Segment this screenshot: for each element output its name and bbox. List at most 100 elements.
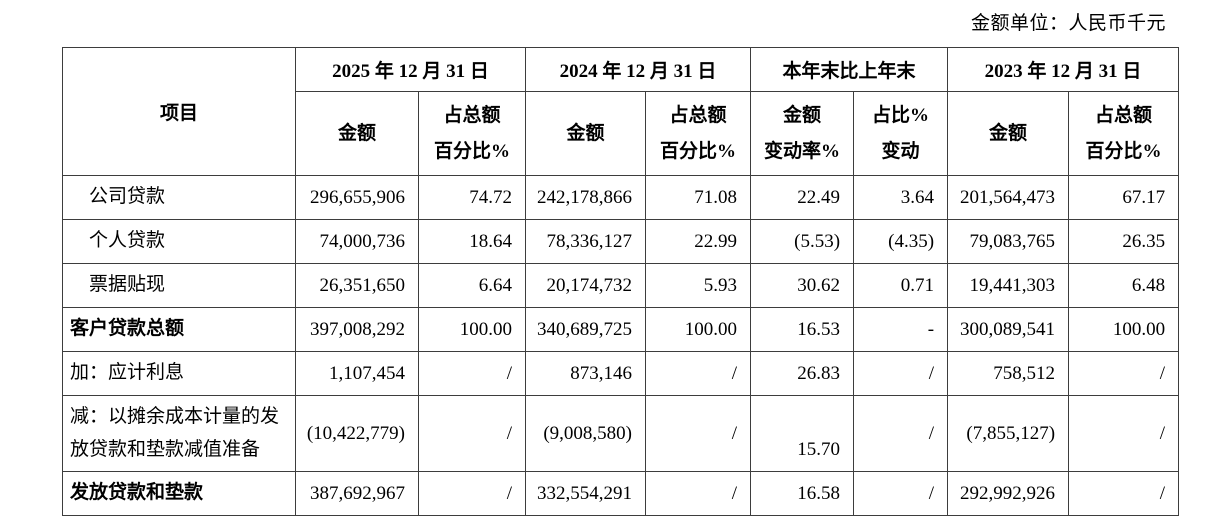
header-line: 金额 <box>566 122 605 144</box>
value-cell: 242,178,866 <box>525 175 647 220</box>
subcol-header-amount-2025: 金额 <box>295 91 419 176</box>
subcol-header-amount-change-rate: 金额 变动率% <box>750 91 855 176</box>
value-cell: / <box>645 471 752 516</box>
value-cell: (5.53) <box>750 219 855 264</box>
value-cell: (10,422,779) <box>295 395 419 472</box>
value-cell: 387,692,967 <box>295 471 419 516</box>
value-cell: 6.48 <box>1068 263 1180 308</box>
value-cell: 26,351,650 <box>295 263 419 308</box>
value-cell: 16.53 <box>750 307 855 352</box>
value-cell: 100.00 <box>417 307 527 352</box>
table-row: 加：应计利息 1,107,454/873,146/26.83/758,512/ <box>62 351 1180 396</box>
row-item-label: 客户贷款总额 <box>62 307 296 352</box>
header-line: 百分比% <box>434 140 511 162</box>
value-cell: / <box>1068 351 1180 396</box>
value-cell: 19,441,303 <box>947 263 1070 308</box>
header-line: 金额 <box>989 122 1028 144</box>
value-cell: 16.58 <box>750 471 855 516</box>
unit-label: 金额单位：人民币千元 <box>970 13 1166 34</box>
value-cell: / <box>1068 395 1180 472</box>
col-group-change: 本年末比上年末 <box>750 47 949 92</box>
value-cell: 20,174,732 <box>525 263 647 308</box>
value-cell: 0.71 <box>853 263 949 308</box>
subcol-header-pct-2023: 占总额 百分比% <box>1068 91 1180 176</box>
value-cell: / <box>853 471 949 516</box>
header-line: 占比% <box>872 105 930 127</box>
value-cell: 300,089,541 <box>947 307 1070 352</box>
header-line: 百分比% <box>1085 140 1162 162</box>
value-cell: 67.17 <box>1068 175 1180 220</box>
value-cell: 296,655,906 <box>295 175 419 220</box>
value-cell: 6.64 <box>417 263 527 308</box>
value-cell: 5.93 <box>645 263 752 308</box>
col-group-2024: 2024 年 12 月 31 日 <box>525 47 752 92</box>
row-item-label: 票据贴现 <box>62 263 296 308</box>
header-line: 变动率% <box>764 140 841 162</box>
value-cell: (7,855,127) <box>947 395 1070 472</box>
header-sub-row: 金额 占总额 百分比% 金额 占总额 百分比% 金额 变动率% <box>63 91 1180 176</box>
value-cell: / <box>853 395 949 472</box>
value-cell: 100.00 <box>1068 307 1180 352</box>
col-group-2025: 2025 年 12 月 31 日 <box>294 47 527 92</box>
value-cell: 22.49 <box>750 175 855 220</box>
value-cell: 18.64 <box>417 219 527 264</box>
header-line: 金额 <box>337 122 376 144</box>
header-line: 变动 <box>881 140 920 162</box>
table-header: 项目 2025 年 12 月 31 日 2024 年 12 月 31 日 本年末… <box>62 47 1180 176</box>
value-cell: (9,008,580) <box>525 395 647 472</box>
table-row: 客户贷款总额 397,008,292 100.00 340,689,725 100.00… <box>62 307 1180 352</box>
value-cell: 873,146 <box>525 351 647 396</box>
value-cell: (4.35) <box>853 219 949 264</box>
value-cell: / <box>417 471 527 516</box>
row-item-label: 发放贷款和垫款 <box>62 471 296 516</box>
table-row: 公司贷款 296,655,906 74.72 242,178,866 71.08 22.4… <box>62 175 1180 220</box>
value-cell: 340,689,725 <box>525 307 647 352</box>
header-line: 金额 <box>783 105 822 127</box>
row-item-label: 减：以摊余成本计量的发放贷款和垫款减值准备 <box>62 395 296 472</box>
value-cell: 79,083,765 <box>947 219 1070 264</box>
value-cell: / <box>417 395 527 472</box>
value-cell: 30.62 <box>750 263 855 308</box>
col-header-item: 项目 <box>62 47 296 176</box>
value-cell: - <box>853 307 949 352</box>
value-cell: / <box>645 351 752 396</box>
value-cell: 74,000,736 <box>295 219 419 264</box>
table-row: 发放贷款和垫款 387,692,967/332,554,291/16.58/292… <box>62 471 1180 516</box>
value-cell: 1,107,454 <box>295 351 419 396</box>
value-cell: 74.72 <box>417 175 527 220</box>
subcol-header-amount-2024: 金额 <box>525 91 647 176</box>
header-line: 占总额 <box>669 105 727 127</box>
table-row: 个人贷款 74,000,736 18.64 78,336,127 22.99 (5.53)… <box>62 219 1180 264</box>
value-cell: 3.64 <box>853 175 949 220</box>
table-row: 减：以摊余成本计量的发放贷款和垫款减值准备 (10,422,779) / (9,008… <box>62 395 1180 472</box>
value-cell: 758,512 <box>947 351 1070 396</box>
table-body: 公司贷款 296,655,906 74.72 242,178,866 71.08 22.4… <box>62 175 1180 516</box>
value-cell: 15.70 <box>750 395 855 472</box>
value-cell: / <box>853 351 949 396</box>
value-cell: 100.00 <box>645 307 752 352</box>
header-line: 占总额 <box>1095 105 1153 127</box>
value-cell: 22.99 <box>645 219 752 264</box>
subcol-header-pct-2024: 占总额 百分比% <box>645 91 752 176</box>
value-cell: 26.35 <box>1068 219 1180 264</box>
value-cell: 71.08 <box>645 175 752 220</box>
subcol-header-pct-2025: 占总额 百分比% <box>417 91 527 176</box>
header-line: 百分比% <box>660 140 737 162</box>
col-group-2023: 2023 年 12 月 31 日 <box>947 47 1180 92</box>
value-cell: 332,554,291 <box>525 471 647 516</box>
row-item-label: 公司贷款 <box>62 175 296 220</box>
value-cell: 292,992,926 <box>947 471 1070 516</box>
value-cell: 201,564,473 <box>947 175 1070 220</box>
row-item-label: 个人贷款 <box>62 219 296 264</box>
value-cell: / <box>1068 471 1180 516</box>
value-cell: / <box>417 351 527 396</box>
value-cell: / <box>645 395 752 472</box>
value-cell: 397,008,292 <box>295 307 419 352</box>
row-item-label: 加：应计利息 <box>62 351 296 396</box>
subcol-header-pct-change: 占比% 变动 <box>853 91 949 176</box>
subcol-header-amount-2023: 金额 <box>947 91 1070 176</box>
value-cell: 26.83 <box>750 351 855 396</box>
value-cell: 78,336,127 <box>525 219 647 264</box>
loan-breakdown-table: 项目 2025 年 12 月 31 日 2024 年 12 月 31 日 本年末… <box>62 47 1180 516</box>
